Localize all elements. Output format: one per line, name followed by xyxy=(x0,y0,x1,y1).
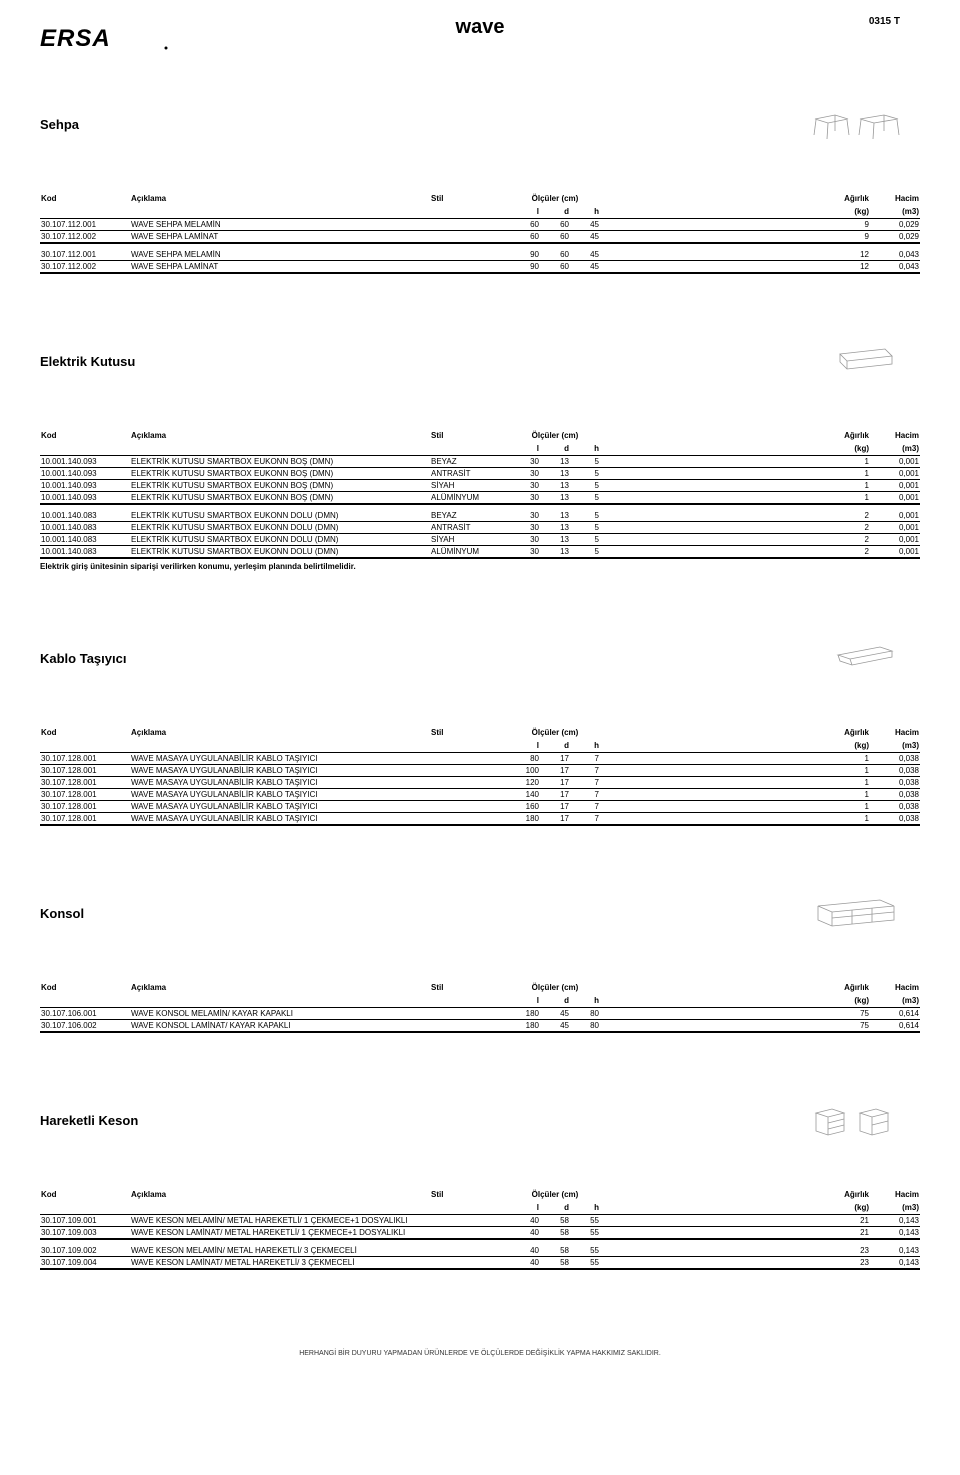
table-row: 30.107.112.002WAVE SEHPA LAMİNAT90604512… xyxy=(40,261,920,274)
section: Kablo Taşıyıcı KodAçıklamaStilÖlçüler (cm… xyxy=(40,651,920,826)
document-title: wave xyxy=(456,16,505,39)
table-row: 30.107.112.001WAVE SEHPA MELAMİN90604512… xyxy=(40,249,920,261)
table-row: 10.001.140.093ELEKTRİK KUTUSU SMARTBOX E… xyxy=(40,480,920,492)
table-row: 10.001.140.093ELEKTRİK KUTUSU SMARTBOX E… xyxy=(40,468,920,480)
section-icon xyxy=(810,1103,900,1148)
table-row: 10.001.140.083ELEKTRİK KUTUSU SMARTBOX E… xyxy=(40,522,920,534)
table-row: 30.107.128.001WAVE MASAYA UYGULANABİLİR … xyxy=(40,765,920,777)
section-icon xyxy=(810,107,900,152)
table-row: 30.107.128.001WAVE MASAYA UYGULANABİLİR … xyxy=(40,801,920,813)
table-row: 30.107.128.001WAVE MASAYA UYGULANABİLİR … xyxy=(40,789,920,801)
document-code: 0315 T xyxy=(869,16,900,27)
table-row: 30.107.128.001WAVE MASAYA UYGULANABİLİR … xyxy=(40,813,920,826)
section-title: Hareketli Keson xyxy=(40,1113,920,1128)
section: Sehpa KodAçıklamaStilÖlçüler (cm)AğırlıkH… xyxy=(40,117,920,274)
section: Elektrik Kutusu KodAçıklamaStilÖlçüler (c… xyxy=(40,354,920,571)
data-table: KodAçıklamaStilÖlçüler (cm)AğırlıkHaciml… xyxy=(40,726,920,826)
section: Konsol KodAçıklamaStilÖlçüler (cm)Ağırlık… xyxy=(40,906,920,1033)
table-row: 10.001.140.093ELEKTRİK KUTUSU SMARTBOX E… xyxy=(40,492,920,505)
data-table: KodAçıklamaStilÖlçüler (cm)AğırlıkHaciml… xyxy=(40,981,920,1033)
data-table: KodAçıklamaStilÖlçüler (cm)AğırlıkHaciml… xyxy=(40,1188,920,1270)
table-row: 30.107.112.002WAVE SEHPA LAMİNAT60604590… xyxy=(40,231,920,244)
table-row: 10.001.140.083ELEKTRİK KUTUSU SMARTBOX E… xyxy=(40,546,920,559)
table-row: 30.107.106.002WAVE KONSOL LAMİNAT/ KAYAR… xyxy=(40,1020,920,1033)
section-title: Elektrik Kutusu xyxy=(40,354,920,369)
table-row: 30.107.112.001WAVE SEHPA MELAMİN60604590… xyxy=(40,219,920,231)
table-row: 30.107.109.002WAVE KESON MELAMİN/ METAL … xyxy=(40,1245,920,1257)
table-row: 10.001.140.083ELEKTRİK KUTUSU SMARTBOX E… xyxy=(40,534,920,546)
footer-note: HERHANGİ BİR DUYURU YAPMADAN ÜRÜNLERDE V… xyxy=(40,1350,920,1357)
section-note: Elektrik giriş ünitesinin siparişi veril… xyxy=(40,562,920,571)
data-table: KodAçıklamaStilÖlçüler (cm)AğırlıkHaciml… xyxy=(40,429,920,559)
table-row: 30.107.109.003WAVE KESON LAMİNAT/ METAL … xyxy=(40,1227,920,1240)
table-row: 30.107.106.001WAVE KONSOL MELAMİN/ KAYAR… xyxy=(40,1008,920,1020)
table-row: 30.107.128.001WAVE MASAYA UYGULANABİLİR … xyxy=(40,753,920,765)
section-icon xyxy=(810,896,900,936)
section-icon xyxy=(830,641,900,676)
table-row: 30.107.109.001WAVE KESON MELAMİN/ METAL … xyxy=(40,1215,920,1227)
svg-text:ERSA: ERSA xyxy=(40,26,111,52)
section-title: Konsol xyxy=(40,906,920,921)
table-row: 10.001.140.093ELEKTRİK KUTUSU SMARTBOX E… xyxy=(40,456,920,468)
table-row: 30.107.109.004WAVE KESON LAMİNAT/ METAL … xyxy=(40,1257,920,1270)
table-row: 10.001.140.083ELEKTRİK KUTUSU SMARTBOX E… xyxy=(40,510,920,522)
section-title: Kablo Taşıyıcı xyxy=(40,651,920,666)
logo: ERSA xyxy=(40,26,170,57)
section: Hareketli Keson KodAçıklamaStilÖlçüler (c… xyxy=(40,1113,920,1270)
section-icon xyxy=(830,344,900,379)
section-title: Sehpa xyxy=(40,117,920,132)
data-table: KodAçıklamaStilÖlçüler (cm)AğırlıkHaciml… xyxy=(40,192,920,274)
table-row: 30.107.128.001WAVE MASAYA UYGULANABİLİR … xyxy=(40,777,920,789)
